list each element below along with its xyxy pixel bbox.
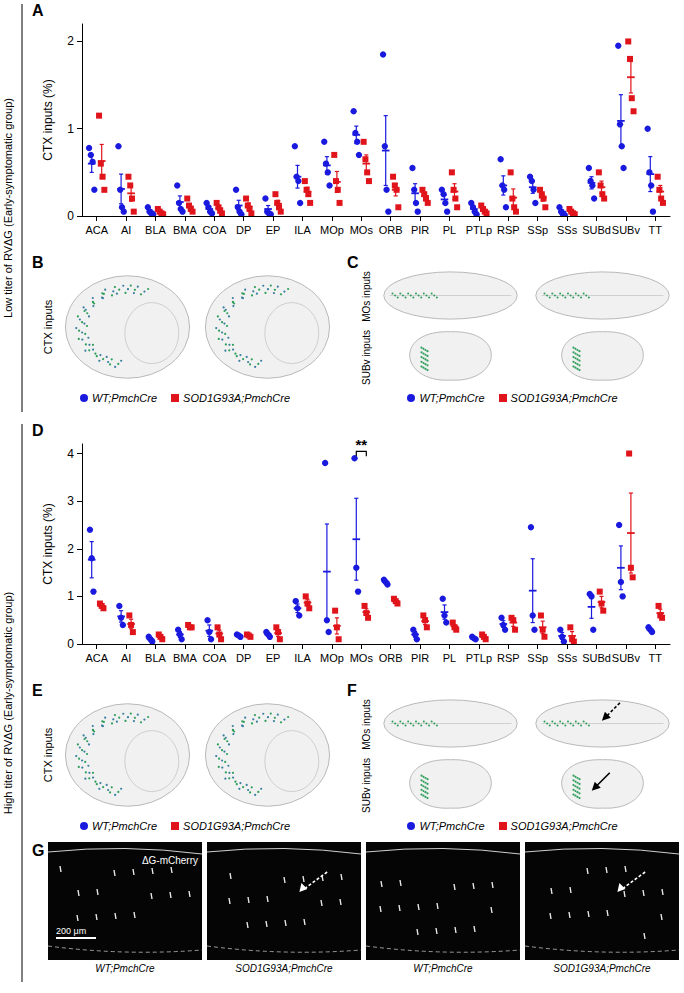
html-text:WT;PmchCre: WT;PmchCre bbox=[91, 820, 158, 832]
svg-text:COA: COA bbox=[202, 224, 227, 236]
svg-text:4: 4 bbox=[67, 447, 74, 461]
svg-text:ACA: ACA bbox=[85, 652, 108, 664]
html-text:B: B bbox=[32, 254, 44, 271]
svg-text:RSP: RSP bbox=[497, 224, 520, 236]
html-text:SOD1G93A;PmchCre: SOD1G93A;PmchCre bbox=[510, 392, 618, 404]
svg-text:SUBv: SUBv bbox=[612, 652, 641, 664]
html-text:WT;PmchCre: WT;PmchCre bbox=[95, 963, 155, 974]
svg-text:CTX inputs: CTX inputs bbox=[42, 299, 54, 354]
svg-text:SUBv inputs: SUBv inputs bbox=[361, 330, 372, 385]
html-text:SOD1G93A;PmchCre: SOD1G93A;PmchCre bbox=[183, 392, 291, 404]
svg-text:PTLp: PTLp bbox=[466, 224, 492, 236]
html-text:D: D bbox=[32, 422, 44, 439]
svg-text:MOp: MOp bbox=[320, 224, 344, 236]
html-text:WT;PmchCre: WT;PmchCre bbox=[91, 392, 158, 404]
svg-text:AI: AI bbox=[121, 224, 131, 236]
svg-text:200 μm: 200 μm bbox=[56, 926, 86, 936]
svg-text:BLA: BLA bbox=[145, 224, 166, 236]
svg-text:MOs: MOs bbox=[350, 652, 374, 664]
svg-text:DP: DP bbox=[236, 652, 251, 664]
svg-text:BMA: BMA bbox=[173, 652, 198, 664]
html-text:SOD1G93A;PmchCre: SOD1G93A;PmchCre bbox=[510, 820, 618, 832]
svg-text:MOp: MOp bbox=[320, 652, 344, 664]
svg-text:2: 2 bbox=[67, 542, 74, 556]
svg-text:0: 0 bbox=[67, 209, 74, 223]
svg-text:TT: TT bbox=[649, 224, 663, 236]
svg-text:CTX inputs: CTX inputs bbox=[42, 727, 54, 782]
svg-text:SSs: SSs bbox=[557, 224, 578, 236]
svg-text:PIR: PIR bbox=[411, 652, 429, 664]
svg-text:MOs inputs: MOs inputs bbox=[361, 271, 372, 322]
html-text:F: F bbox=[347, 682, 357, 699]
html-text:WT;PmchCre: WT;PmchCre bbox=[413, 963, 473, 974]
svg-text:SSp: SSp bbox=[527, 224, 548, 236]
svg-text:**: ** bbox=[355, 436, 367, 453]
svg-text:1: 1 bbox=[67, 122, 74, 136]
html-text:SOD1G93A;PmchCre: SOD1G93A;PmchCre bbox=[183, 820, 291, 832]
svg-text:ORB: ORB bbox=[379, 224, 403, 236]
svg-text:2: 2 bbox=[67, 34, 74, 48]
svg-text:SUBv: SUBv bbox=[612, 224, 641, 236]
svg-text:BMA: BMA bbox=[173, 224, 198, 236]
svg-text:TT: TT bbox=[649, 652, 663, 664]
svg-text:SUBd: SUBd bbox=[582, 652, 611, 664]
svg-text:Low titer of RVΔG (Early-sympt: Low titer of RVΔG (Early-symptomatic gro… bbox=[2, 98, 14, 318]
svg-text:CTX inputs (%): CTX inputs (%) bbox=[41, 79, 55, 160]
html-text:WT;PmchCre: WT;PmchCre bbox=[419, 392, 485, 404]
svg-text:PL: PL bbox=[443, 652, 456, 664]
svg-text:PIR: PIR bbox=[411, 224, 429, 236]
svg-text:SSp: SSp bbox=[527, 652, 548, 664]
svg-text:ILA: ILA bbox=[294, 224, 311, 236]
svg-text:ORB: ORB bbox=[379, 652, 403, 664]
svg-text:COA: COA bbox=[202, 652, 227, 664]
svg-text:ACA: ACA bbox=[85, 224, 108, 236]
html-text:SOD1G93A;PmchCre: SOD1G93A;PmchCre bbox=[553, 963, 651, 974]
html-text:G: G bbox=[32, 842, 45, 859]
svg-text:0: 0 bbox=[67, 637, 74, 651]
svg-text:EP: EP bbox=[266, 224, 281, 236]
html-text:A: A bbox=[32, 2, 44, 19]
html-text:C: C bbox=[347, 254, 359, 271]
svg-text:AI: AI bbox=[121, 652, 131, 664]
svg-text:RSP: RSP bbox=[497, 652, 520, 664]
svg-text:ΔG-mCherry: ΔG-mCherry bbox=[142, 855, 198, 866]
svg-text:PL: PL bbox=[443, 224, 456, 236]
html-text:WT;PmchCre: WT;PmchCre bbox=[419, 820, 485, 832]
svg-text:PTLp: PTLp bbox=[466, 652, 492, 664]
svg-text:SSs: SSs bbox=[557, 652, 578, 664]
html-text:SOD1G93A;PmchCre: SOD1G93A;PmchCre bbox=[235, 963, 333, 974]
svg-text:MOs inputs: MOs inputs bbox=[361, 699, 372, 750]
svg-text:MOs: MOs bbox=[350, 224, 374, 236]
svg-text:DP: DP bbox=[236, 224, 251, 236]
svg-text:SUBv inputs: SUBv inputs bbox=[361, 758, 372, 813]
svg-text:3: 3 bbox=[67, 494, 74, 508]
svg-text:1: 1 bbox=[67, 589, 74, 603]
svg-text:EP: EP bbox=[266, 652, 281, 664]
svg-text:BLA: BLA bbox=[145, 652, 166, 664]
svg-text:CTX inputs (%): CTX inputs (%) bbox=[41, 503, 55, 584]
svg-text:SUBd: SUBd bbox=[582, 224, 611, 236]
html-text:E: E bbox=[32, 682, 43, 699]
svg-text:ILA: ILA bbox=[294, 652, 311, 664]
svg-text:High titer of RVΔG (Early-symp: High titer of RVΔG (Early-symptomatic gr… bbox=[2, 592, 14, 814]
